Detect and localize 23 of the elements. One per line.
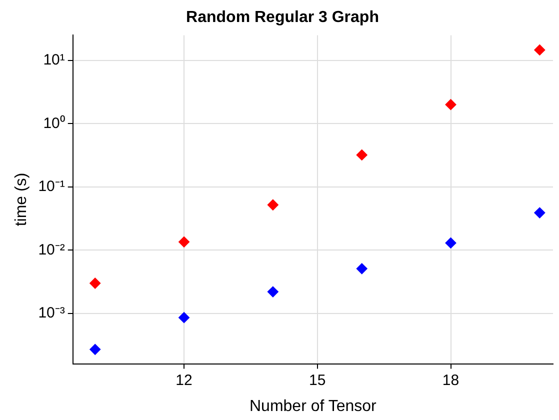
y-tick-label: 10⁻² [38,241,65,258]
point [178,236,190,248]
y-tick-label: 10¹ [43,52,65,69]
point [90,344,101,355]
x-tick-label: 18 [442,372,460,389]
y-tick-label: 10⁻³ [38,304,65,322]
point [267,286,278,298]
point [356,149,368,160]
chart-title: Random Regular 3 Graph [186,9,379,26]
x-axis-title: Number of Tensor [250,398,378,415]
x-tick-label: 15 [309,372,326,389]
point [267,199,278,210]
x-tick-label: 12 [176,372,192,389]
point [90,278,101,289]
point [534,44,546,56]
y-tick-label: 10⁰ [43,114,65,132]
point [445,237,456,248]
point [445,99,456,110]
y-tick-label: 10⁻¹ [38,178,65,196]
point [534,207,546,218]
y-axis-title: time (s) [13,172,30,226]
point [178,312,190,324]
point [356,263,368,274]
